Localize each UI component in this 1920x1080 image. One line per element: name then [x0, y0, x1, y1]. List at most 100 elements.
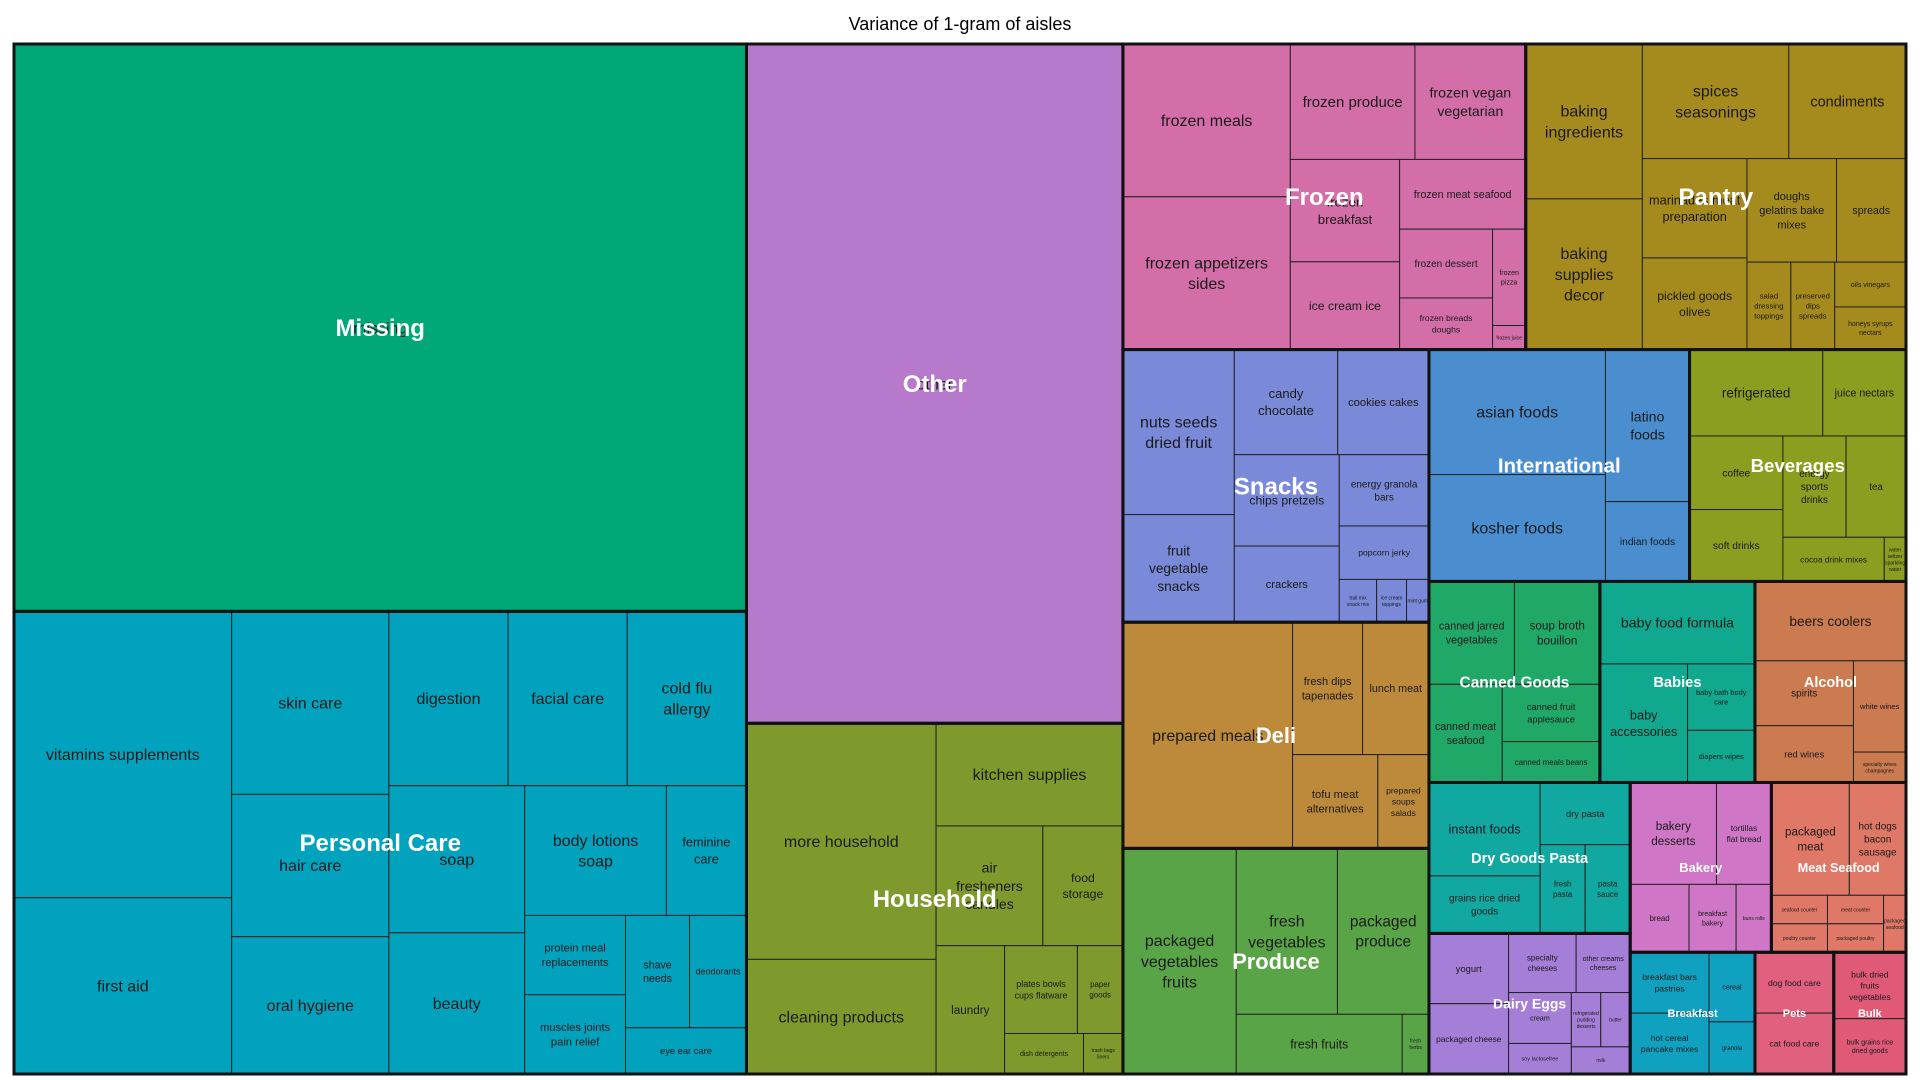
cell-label-beers-coolers: beers coolers: [1789, 614, 1871, 629]
cell-label-missing: missing: [353, 320, 407, 337]
cell-label-baking-ingredients: baking ingredients: [1545, 104, 1623, 142]
treemap-cell-breakfast-bakery: [1688, 883, 1737, 953]
treemap-cell-more-household: [745, 722, 937, 960]
treemap-cell-protein-meal-replacements: [524, 914, 627, 996]
treemap-cell-latino-foods: [1604, 349, 1691, 503]
cell-label-frozen-appetizers-sides: frozen appetizers sides: [1145, 255, 1268, 293]
treemap-cell-energy-sports-drinks: [1782, 435, 1847, 538]
cell-label-prepared-soups-salads: prepared soups salads: [1386, 785, 1421, 818]
cell-label-tea: tea: [1869, 482, 1883, 493]
cell-label-popcorn-jerky: popcorn jerky: [1358, 548, 1411, 558]
treemap-group-bulk: [1832, 950, 1908, 1076]
cell-label-baby-food-formula: baby food formula: [1621, 615, 1734, 631]
cell-label-fresh-fruits: fresh fruits: [1290, 1037, 1348, 1051]
cell-label-hot-cereal-pancake-mixes: hot cereal pancake mixes: [1641, 1033, 1699, 1054]
cell-label-buns-rolls: buns rolls: [1743, 916, 1765, 922]
cell-label-eye-ear-care: eye ear care: [660, 1046, 712, 1056]
cell-label-cream: cream: [1530, 1015, 1550, 1022]
cell-label-condiments: condiments: [1810, 94, 1884, 110]
treemap-cell-ice-cream-toppings: [1376, 578, 1408, 623]
cell-label-cookies-cakes: cookies cakes: [1348, 397, 1419, 409]
cell-label-vitamins-supplements: vitamins supplements: [46, 747, 200, 764]
cell-label-baby-bath-body-care: baby bath body care: [1696, 688, 1747, 707]
cell-label-specialty-wines-champagnes: specialty wines champagnes: [1863, 762, 1897, 775]
treemap-cell-white-wines: [1852, 660, 1907, 753]
treemap-cell-bulk-grains-rice-dried-goods: [1833, 1018, 1907, 1075]
group-label-frozen: Frozen: [1285, 184, 1364, 211]
treemap-cell-kitchen-supplies: [935, 722, 1124, 827]
group-label-canned-goods: Canned Goods: [1460, 674, 1570, 691]
treemap-cell-trail-mix-snack-mix: [1338, 578, 1378, 623]
group-label-beverages: Beverages: [1751, 455, 1845, 476]
cell-label-seafood-counter: seafood counter: [1782, 907, 1818, 913]
treemap-cell-indian-foods: [1604, 501, 1691, 582]
treemap-cell-specialty-wines-champagnes: [1852, 751, 1907, 783]
cell-label-tortillas-flat-bread: tortillas flat bread: [1727, 823, 1762, 844]
cell-label-pickled-goods-olives: pickled goods olives: [1657, 289, 1732, 319]
cell-label-beauty: beauty: [433, 996, 481, 1013]
cell-label-plates-bowls-cups-flatware: plates bowls cups flatware: [1015, 979, 1068, 1001]
cell-label-packaged-cheese: packaged cheese: [1436, 1034, 1502, 1044]
cell-label-water-seltzer-sparkling-water: water seltzer sparkling water: [1885, 547, 1905, 573]
treemap-cell-milk: [1570, 1046, 1631, 1075]
cell-label-bakery-desserts: bakery desserts: [1651, 820, 1695, 848]
treemap-cell-paper-goods: [1076, 945, 1124, 1034]
cell-label-packaged-seafood: packaged seafood: [1884, 918, 1906, 931]
cell-label-hot-dogs-bacon-sausage: hot dogs bacon sausage: [1859, 821, 1897, 858]
cell-label-frozen-produce: frozen produce: [1303, 94, 1403, 111]
cell-label-packaged-produce: packaged produce: [1350, 914, 1417, 951]
cell-label-asian-foods: asian foods: [1476, 405, 1558, 422]
group-label-household: Household: [873, 886, 997, 913]
cell-label-packaged-vegetables-fruits: packaged vegetables fruits: [1141, 933, 1218, 992]
cell-label-ice-cream-toppings: ice cream toppings: [1381, 595, 1403, 608]
cell-label-preserved-dips-spreads: preserved dips spreads: [1796, 291, 1830, 320]
cell-label-yogurt: yogurt: [1456, 964, 1482, 974]
cell-label-baking-supplies-decor: baking supplies decor: [1555, 246, 1614, 305]
treemap-cell-trash-bags-liners: [1082, 1032, 1124, 1075]
treemap-cell-spreads: [1836, 158, 1907, 263]
treemap-cell-kosher-foods: [1428, 474, 1606, 582]
cell-label-body-lotions-soap: body lotions soap: [553, 833, 638, 871]
cell-label-fruit-vegetable-snacks: fruit vegetable snacks: [1149, 543, 1208, 594]
cell-label-cleaning-products: cleaning products: [779, 1009, 904, 1026]
treemap-cell-prepared-meals: [1122, 621, 1294, 849]
cell-label-meat-counter: meat counter: [1841, 907, 1871, 913]
cell-label-protein-meal-replacements: protein meal replacements: [542, 943, 609, 970]
cell-label-first-aid: first aid: [97, 978, 149, 995]
treemap-cell-tortillas-flat-bread: [1715, 781, 1772, 885]
cell-label-breakfast-bars-pastries: breakfast bars pastries: [1642, 972, 1697, 993]
treemap-cell-tea: [1845, 435, 1907, 538]
treemap-cell-lunch-meat: [1362, 621, 1430, 756]
treemap-cell-baby-bath-body-care: [1687, 663, 1756, 731]
treemap-cell-other: [745, 43, 1124, 724]
group-label-bakery: Bakery: [1679, 860, 1723, 875]
cell-label-packaged-poultry: packaged poultry: [1836, 936, 1875, 942]
cell-label-doughs-gelatins-bake-mixes: doughs gelatins bake mixes: [1759, 191, 1824, 232]
cell-label-oral-hygiene: oral hygiene: [267, 998, 354, 1015]
treemap-cell-red-wines: [1754, 725, 1854, 783]
cell-label-indian-foods: indian foods: [1620, 537, 1675, 548]
cell-label-cat-food-care: cat food care: [1769, 1039, 1819, 1049]
treemap-cell-oral-hygiene: [231, 936, 390, 1075]
treemap-cell-frozen-vegan-vegetarian: [1414, 43, 1527, 160]
group-label-pets: Pets: [1783, 1008, 1806, 1020]
treemap-cell-canned-jarred-vegetables: [1428, 580, 1515, 685]
treemap-cell-specialty-cheeses: [1508, 932, 1577, 994]
treemap-cell-spirits: [1754, 660, 1854, 727]
cell-label-frozen-juice: frozen juice: [1496, 335, 1522, 341]
cell-label-milk: milk: [1596, 1058, 1605, 1064]
treemap-cell-packaged-meat: [1770, 781, 1850, 896]
cell-label-kosher-foods: kosher foods: [1471, 521, 1563, 538]
cell-label-dish-detergents: dish detergents: [1020, 1051, 1069, 1058]
cell-label-digestion: digestion: [416, 691, 480, 708]
group-label-babies: Babies: [1653, 675, 1701, 691]
treemap-cell-frozen-appetizers-sides: [1122, 196, 1291, 351]
cell-label-hair-care: hair care: [279, 858, 341, 875]
treemap-cell-cat-food-care: [1754, 1012, 1835, 1075]
treemap-cell-frozen-breads-doughs: [1399, 297, 1494, 351]
cell-label-kitchen-supplies: kitchen supplies: [973, 767, 1087, 784]
cell-label-tofu-meat-alternatives: tofu meat alternatives: [1307, 789, 1364, 816]
cell-label-ice-cream-ice: ice cream ice: [1309, 299, 1381, 313]
treemap-cell-diapers-wipes: [1687, 729, 1756, 783]
cell-label-marinades-meat-preparation: marinades meat preparation: [1649, 192, 1741, 224]
